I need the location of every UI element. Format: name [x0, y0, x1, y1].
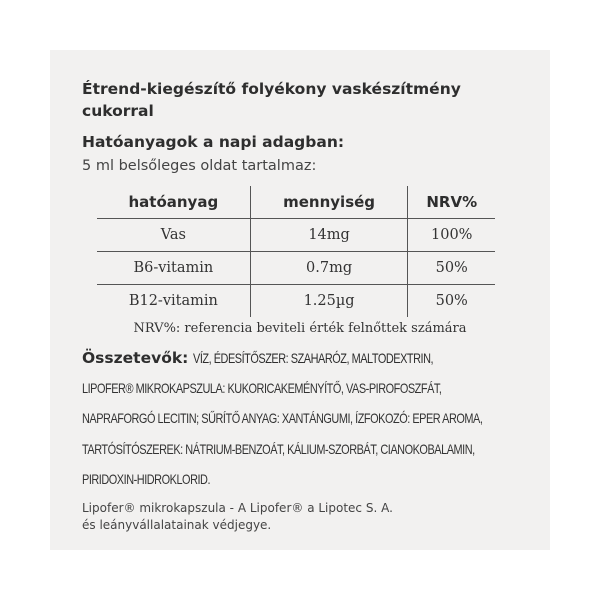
cell-nrv: 100%	[431, 227, 473, 243]
product-title-line-2: cukorral	[82, 102, 154, 120]
table-row: B12-vitamin 1.25µg 50%	[97, 284, 495, 317]
cell-ingredient: Vas	[97, 218, 251, 252]
footnote-line-2: és leányvállalatainak védjegye.	[82, 518, 272, 532]
header-nrv: NRV%	[407, 186, 495, 219]
dose-intro: 5 ml belsőleges oldat tartalmaz:	[82, 158, 317, 174]
cell-ingredient: B12-vitamin	[97, 284, 251, 317]
table-row: Vas 14mg 100%	[97, 218, 495, 252]
footnote-line-1: Lipofer® mikrokapszula - A Lipofer® a Li…	[82, 501, 393, 515]
ingredients-line: TARTÓSÍTÓSZEREK: NÁTRIUM-BENZOÁT, KÁLIUM…	[82, 440, 475, 457]
product-title-line-1: Étrend-kiegészítő folyékony vaskészítmén…	[82, 80, 461, 98]
ingredients-label: Összetevők:	[82, 349, 189, 367]
nrv-note: NRV%: referencia beviteli érték felnőtte…	[133, 321, 467, 336]
cell-ingredient: B6-vitamin	[97, 251, 251, 285]
cell-quantity: 14mg	[250, 218, 409, 252]
nutrition-table: hatóanyag mennyiség NRV% Vas 14mg 100% B…	[97, 186, 495, 317]
table-header-row: hatóanyag mennyiség NRV%	[97, 186, 495, 219]
ingredients-line: LIPOFER® MIKROKAPSZULA: KUKORICAKEMÉNYÍT…	[82, 380, 442, 396]
ingredients-line: NAPRAFORGÓ LECITIN; SŰRÍTŐ ANYAG: XANTÁN…	[82, 410, 483, 427]
cell-quantity: 0.7mg	[250, 251, 409, 285]
cell-nrv: 50%	[407, 284, 495, 317]
trademark-footnote: Lipofer® mikrokapszula - A Lipofer® a Li…	[82, 500, 393, 534]
cell-nrv: 50%	[407, 251, 495, 285]
active-ingredients-heading: Hatóanyagok a napi adagban:	[82, 133, 345, 151]
cell-quantity: 1.25µg	[250, 284, 409, 317]
ingredients-line: PIRIDOXIN-HIDROKLORID.	[82, 470, 211, 487]
table-row: B6-vitamin 0.7mg 50%	[97, 251, 495, 285]
ingredients-line: VÍZ, ÉDESÍTŐSZER: SZAHARÓZ, MALTODEXTRIN…	[193, 350, 434, 366]
header-quantity: mennyiség	[250, 186, 409, 219]
ingredients-section: Összetevők: VÍZ, ÉDESÍTŐSZER: SZAHARÓZ, …	[82, 343, 522, 494]
header-ingredient: hatóanyag	[97, 186, 251, 219]
